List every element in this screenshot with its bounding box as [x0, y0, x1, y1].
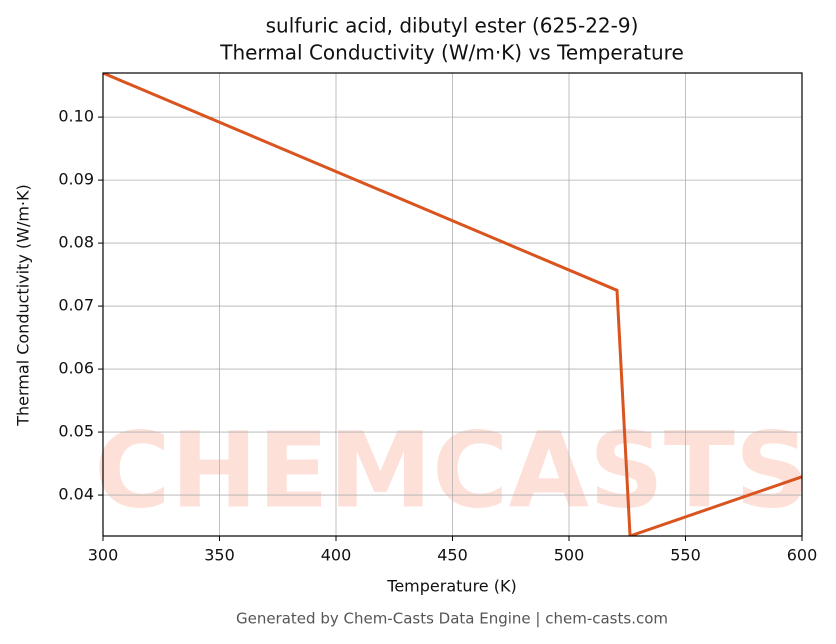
- chart-title: sulfuric acid, dibutyl ester (625-22-9): [266, 14, 639, 38]
- x-tick-label: 500: [554, 546, 585, 565]
- x-tick-label: 300: [88, 546, 119, 565]
- x-tick-label: 350: [204, 546, 235, 565]
- y-axis-label: Thermal Conductivity (W/m·K): [14, 184, 33, 427]
- y-tick-label: 0.04: [58, 485, 94, 504]
- x-axis-label: Temperature (K): [386, 577, 516, 596]
- y-tick-label: 0.09: [58, 170, 94, 189]
- footer: Generated by Chem-Casts Data Engine | ch…: [236, 610, 668, 628]
- watermark: CHEMCASTS: [94, 409, 809, 531]
- x-tick-label: 600: [787, 546, 818, 565]
- y-tick-label: 0.05: [58, 422, 94, 441]
- x-tick-label: 550: [670, 546, 701, 565]
- y-tick-label: 0.08: [58, 233, 94, 252]
- y-tick-label: 0.06: [58, 359, 94, 378]
- x-tick-label: 450: [437, 546, 468, 565]
- x-tick-label: 400: [321, 546, 352, 565]
- plot-frame: [102, 72, 803, 537]
- y-tick-label: 0.07: [58, 296, 94, 315]
- data-line: [103, 73, 802, 536]
- chart-subtitle: Thermal Conductivity (W/m·K) vs Temperat…: [219, 41, 684, 65]
- y-tick-label: 0.10: [58, 107, 94, 126]
